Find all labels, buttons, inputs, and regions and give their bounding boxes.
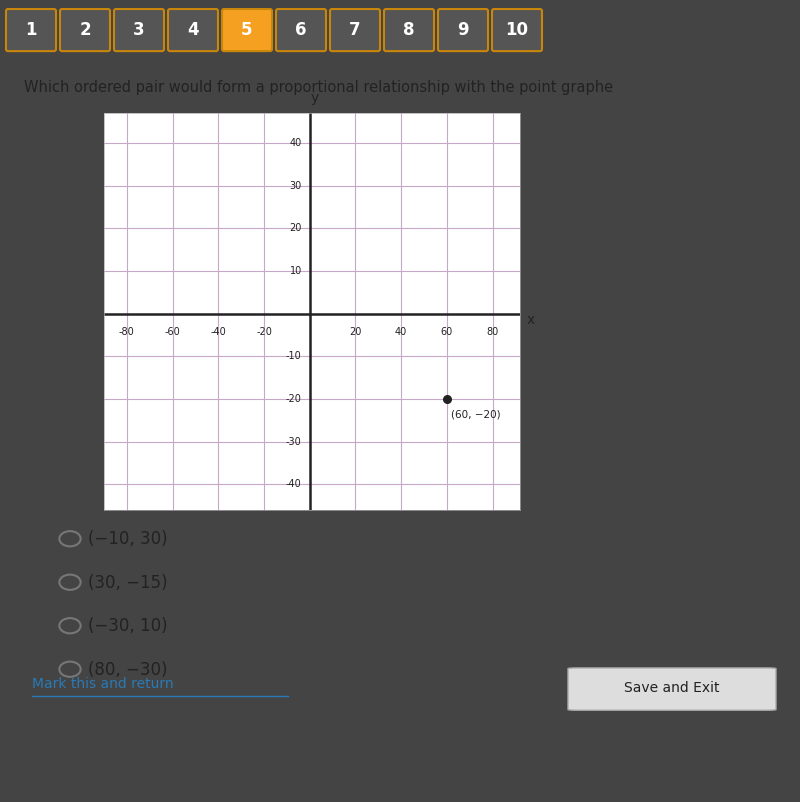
Text: 30: 30 <box>290 180 302 191</box>
Text: 4: 4 <box>187 21 199 39</box>
Text: 3: 3 <box>133 21 145 39</box>
Text: Mark this and return: Mark this and return <box>32 678 174 691</box>
FancyBboxPatch shape <box>6 9 56 51</box>
Text: -20: -20 <box>256 327 272 338</box>
Text: 10: 10 <box>290 266 302 276</box>
Text: (60, −20): (60, −20) <box>451 410 501 419</box>
Text: -40: -40 <box>286 480 302 489</box>
FancyBboxPatch shape <box>60 9 110 51</box>
Text: (80, −30): (80, −30) <box>88 661 167 678</box>
FancyBboxPatch shape <box>568 668 776 711</box>
Text: 40: 40 <box>290 138 302 148</box>
FancyBboxPatch shape <box>222 9 272 51</box>
Text: -30: -30 <box>286 437 302 447</box>
Text: 10: 10 <box>506 21 529 39</box>
Text: y: y <box>310 91 318 104</box>
FancyBboxPatch shape <box>276 9 326 51</box>
FancyBboxPatch shape <box>384 9 434 51</box>
FancyBboxPatch shape <box>330 9 380 51</box>
FancyBboxPatch shape <box>438 9 488 51</box>
Text: Save and Exit: Save and Exit <box>624 681 720 695</box>
Text: 5: 5 <box>242 21 253 39</box>
Text: -60: -60 <box>165 327 181 338</box>
FancyBboxPatch shape <box>168 9 218 51</box>
Text: 7: 7 <box>349 21 361 39</box>
Text: 6: 6 <box>295 21 306 39</box>
Text: 20: 20 <box>350 327 362 338</box>
Text: x: x <box>527 313 535 327</box>
FancyBboxPatch shape <box>492 9 542 51</box>
Text: (30, −15): (30, −15) <box>88 573 168 592</box>
Text: -40: -40 <box>210 327 226 338</box>
Text: -20: -20 <box>286 394 302 404</box>
Text: 40: 40 <box>395 327 407 338</box>
Text: 8: 8 <box>403 21 414 39</box>
Text: -80: -80 <box>119 327 134 338</box>
Text: -10: -10 <box>286 351 302 362</box>
FancyBboxPatch shape <box>114 9 164 51</box>
Text: (−10, 30): (−10, 30) <box>88 530 168 548</box>
Text: Which ordered pair would form a proportional relationship with the point graphe: Which ordered pair would form a proporti… <box>24 80 613 95</box>
Text: 80: 80 <box>486 327 498 338</box>
Text: 9: 9 <box>457 21 469 39</box>
Text: 1: 1 <box>26 21 37 39</box>
Text: 20: 20 <box>290 223 302 233</box>
Text: 60: 60 <box>441 327 453 338</box>
Text: 2: 2 <box>79 21 91 39</box>
Text: (−30, 10): (−30, 10) <box>88 617 168 635</box>
